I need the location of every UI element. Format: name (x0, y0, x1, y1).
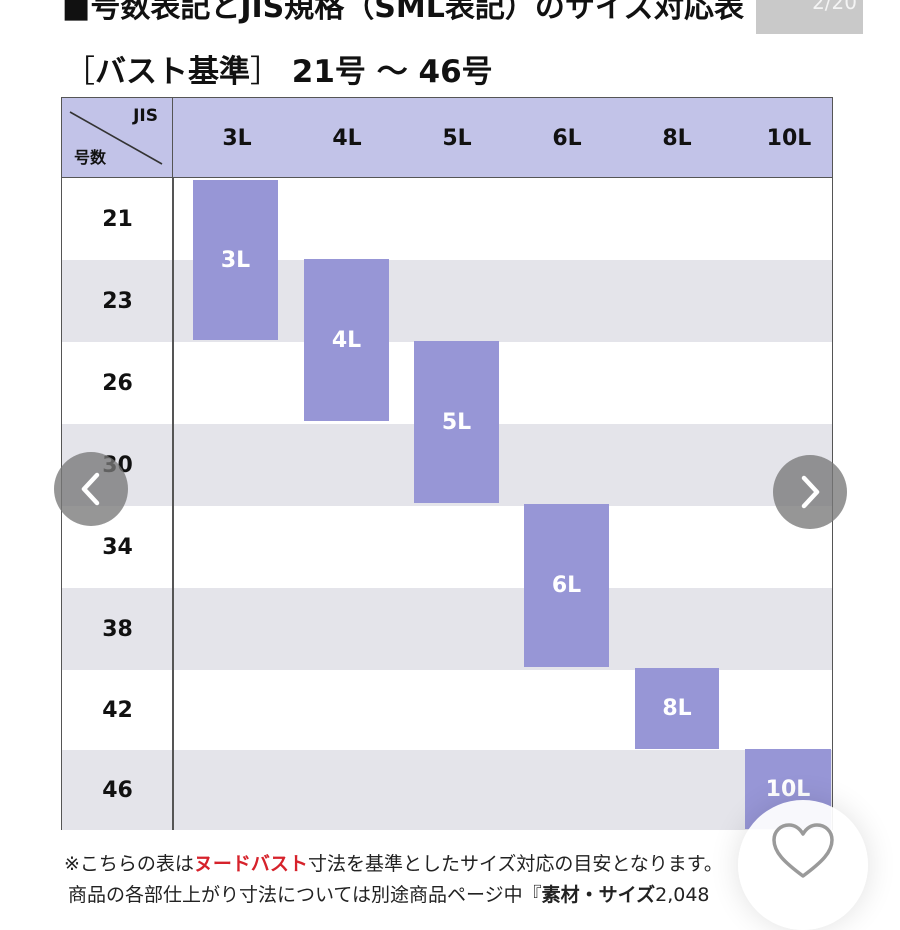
table-header-row: JIS 号数 3L 4L 5L 6L 8L 10L (62, 98, 832, 178)
row-label-42: 42 (102, 697, 133, 723)
column-header-3l: 3L (222, 125, 252, 151)
table-row: 42 (62, 670, 832, 750)
table-row: 26 (62, 342, 832, 424)
footnote-line-2: 商品の各部仕上がり寸法については別途商品ページ中『素材・サイズ2,048 (68, 880, 710, 907)
column-header-6l: 6L (552, 125, 582, 151)
table-row: 34 (62, 506, 832, 588)
table-row: 23 (62, 260, 832, 342)
footnote-highlight: ヌードバスト (193, 853, 308, 875)
size-block-3l: 3L (193, 180, 278, 340)
footnote2-suffix: 2,048 (655, 884, 710, 906)
footnote2-bold: 素材・サイズ (541, 884, 656, 906)
column-header-10l: 10L (766, 125, 812, 151)
next-image-button[interactable] (773, 455, 847, 529)
row-label-34: 34 (102, 534, 133, 560)
table-subtitle: ［バスト基準］ 21号 〜 46号 (64, 46, 493, 91)
footnote2-prefix: 商品の各部仕上がり寸法については別途商品ページ中『 (68, 884, 542, 906)
size-block-4l: 4L (304, 259, 389, 421)
heart-outline-icon (772, 823, 834, 878)
chevron-left-icon (81, 472, 100, 506)
corner-label-jis: JIS (133, 106, 158, 126)
column-header-5l: 5L (442, 125, 472, 151)
size-block-6l: 6L (524, 504, 609, 667)
subtitle-bracket-close: ］ (250, 54, 281, 90)
row-label-26: 26 (102, 370, 133, 396)
previous-image-button[interactable] (54, 452, 128, 526)
column-divider (172, 178, 174, 830)
size-block-8l: 8L (635, 668, 719, 749)
footnote-prefix: ※こちらの表は (64, 853, 194, 875)
footnote-suffix: 寸法を基準としたサイズ対応の目安となります。 (307, 853, 723, 875)
section-title: ■号数表記とJIS規格（SML表記）のサイズ対応表 (62, 0, 744, 25)
column-header-4l: 4L (332, 125, 362, 151)
size-block-5l: 5L (414, 341, 499, 503)
footnote-line-1: ※こちらの表はヌードバスト寸法を基準としたサイズ対応の目安となります。 (64, 849, 723, 876)
table-row: 21 (62, 178, 832, 260)
chevron-right-icon (801, 475, 820, 509)
diagonal-line (69, 111, 163, 165)
corner-label-gosu: 号数 (74, 148, 107, 167)
favorite-button[interactable] (738, 800, 868, 930)
subtitle-range: 21号 〜 46号 (291, 54, 493, 90)
row-label-21: 21 (102, 206, 133, 232)
subtitle-bracket-open: ［ (64, 54, 95, 90)
size-chart-table: JIS 号数 3L 4L 5L 6L 8L 10L 21 23 26 30 34… (61, 97, 833, 830)
table-row: 38 (62, 588, 832, 670)
image-counter-badge: 2/20 (756, 0, 863, 34)
row-label-46: 46 (102, 777, 133, 803)
row-label-23: 23 (102, 288, 133, 314)
column-header-8l: 8L (662, 125, 692, 151)
subtitle-label: バスト基準 (95, 54, 250, 90)
corner-header-cell: JIS 号数 (62, 98, 173, 178)
table-row: 46 (62, 750, 832, 830)
row-label-38: 38 (102, 616, 133, 642)
